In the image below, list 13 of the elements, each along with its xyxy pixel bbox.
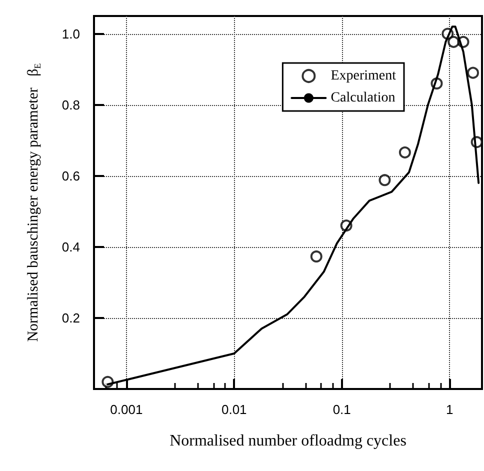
x-tick-label: 1 xyxy=(446,402,454,417)
x-axis-title: Normalised number ofloadmg cycles xyxy=(170,432,406,450)
y-tick-label: 0.8 xyxy=(62,97,80,112)
y-axis-title: Normalised bauschinger energy parameter βE xyxy=(26,62,42,342)
y-tick-label: 0.2 xyxy=(62,310,80,326)
y-tick-label: 0.6 xyxy=(62,168,80,184)
y-tick-label: 0.4 xyxy=(62,239,80,254)
legend-label: Experiment xyxy=(330,68,396,84)
y-tick-label: 1.0 xyxy=(62,26,80,42)
x-tick-label: 0.01 xyxy=(221,402,247,417)
x-tick-label: 0.001 xyxy=(110,402,143,417)
legend-label: Calculation xyxy=(330,90,396,106)
x-tick-label: 0.1 xyxy=(332,402,351,417)
